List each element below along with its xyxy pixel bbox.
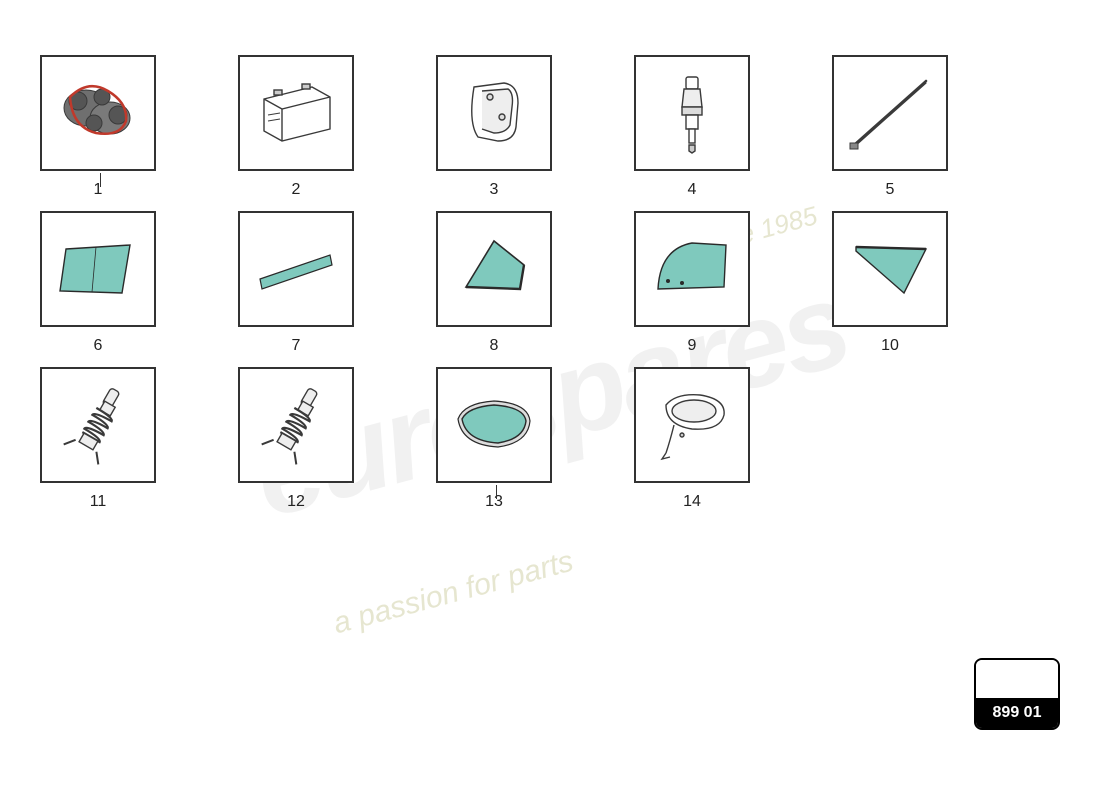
part-cell-11: 11 (40, 367, 156, 511)
part-cell-1: 1 (40, 55, 156, 199)
part-cell-4: 4 (634, 55, 750, 199)
diagram-reference-code: 899 01 (976, 698, 1058, 728)
mirror-housing-icon (634, 367, 750, 483)
mirror-glass-icon (436, 367, 552, 483)
parts-grid: 1 2 3 4 5 6 7 (40, 55, 1060, 523)
part-number-label: 1 (94, 181, 103, 199)
part-number-label: 13 (485, 493, 503, 511)
part-number-label: 3 (490, 181, 499, 199)
quarter-glass-b-icon (832, 211, 948, 327)
part-number-label: 12 (287, 493, 305, 511)
spark-plug-icon (634, 55, 750, 171)
door-glass-icon (634, 211, 750, 327)
part-cell-14: 14 (634, 367, 750, 511)
part-cell-7: 7 (238, 211, 354, 355)
part-number-label: 9 (688, 337, 697, 355)
wiper-blade-icon (832, 55, 948, 171)
part-cell-5: 5 (832, 55, 948, 199)
part-number-label: 4 (688, 181, 697, 199)
part-number-label: 8 (490, 337, 499, 355)
shock-absorber-rear-icon (238, 367, 354, 483)
engine-belt-assembly-icon (40, 55, 156, 171)
part-number-label: 6 (94, 337, 103, 355)
brake-pad-icon (436, 55, 552, 171)
quarter-glass-a-icon (436, 211, 552, 327)
part-cell-12: 12 (238, 367, 354, 511)
part-number-label: 5 (886, 181, 895, 199)
watermark-tagline: a passion for parts (330, 545, 577, 642)
part-cell-10: 10 (832, 211, 948, 355)
side-glass-strip-icon (238, 211, 354, 327)
part-cell-6: 6 (40, 211, 156, 355)
part-cell-3: 3 (436, 55, 552, 199)
part-cell-2: 2 (238, 55, 354, 199)
part-number-label: 10 (881, 337, 899, 355)
part-cell-9: 9 (634, 211, 750, 355)
part-number-label: 11 (90, 493, 107, 511)
part-number-label: 7 (292, 337, 301, 355)
shock-absorber-front-icon (40, 367, 156, 483)
part-number-label: 2 (292, 181, 301, 199)
windscreen-glass-icon (40, 211, 156, 327)
part-cell-8: 8 (436, 211, 552, 355)
diagram-reference-badge: 899 01 (974, 658, 1060, 730)
part-cell-13: 13 (436, 367, 552, 511)
battery-icon (238, 55, 354, 171)
part-number-label: 14 (683, 493, 701, 511)
